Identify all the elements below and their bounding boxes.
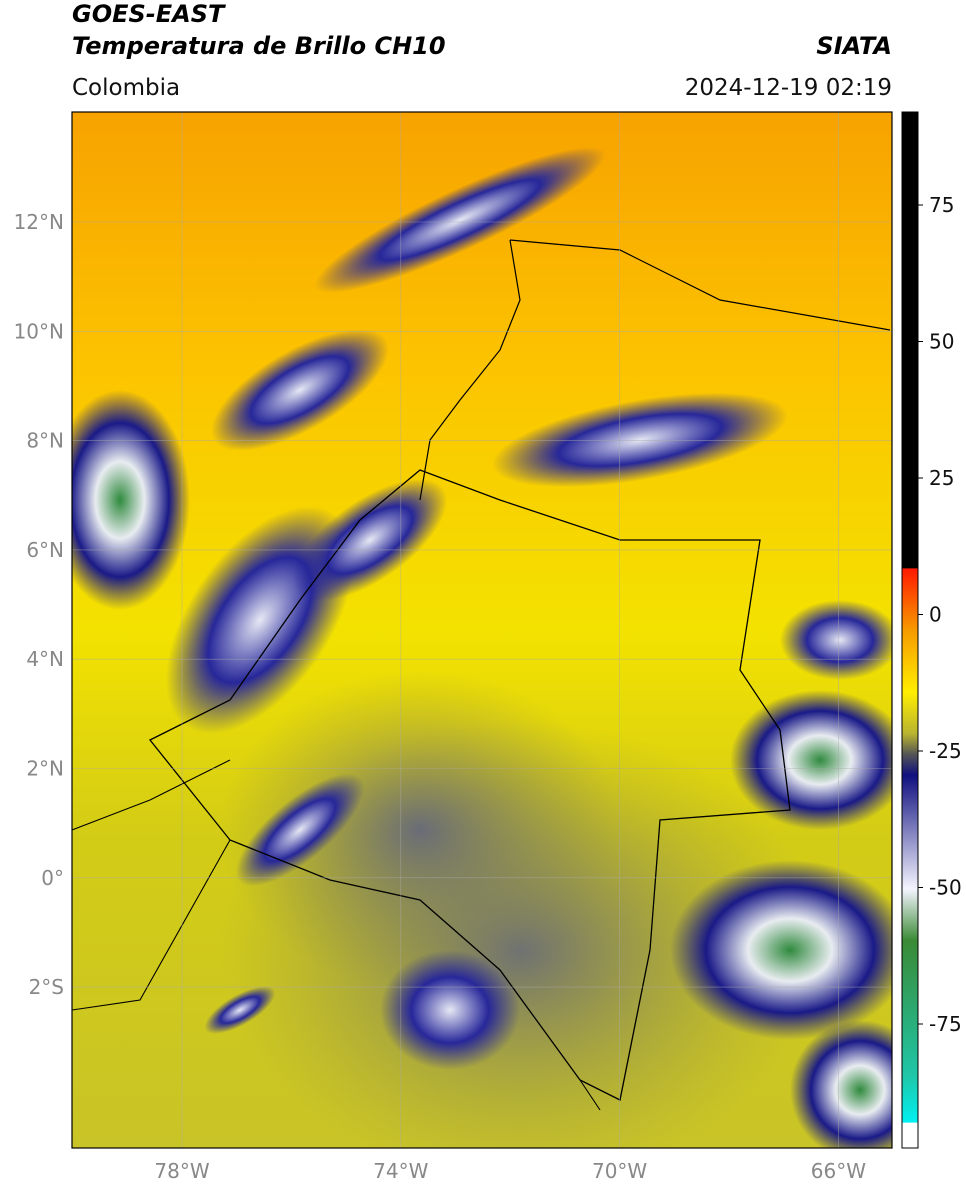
- colorbar-tick-label: -75: [929, 1012, 962, 1036]
- lat-tick-label: 6°N: [26, 538, 64, 562]
- lon-tick-label: 70°W: [592, 1159, 647, 1183]
- colorbar-tick-label: 50: [929, 330, 954, 354]
- lat-tick-label: 8°N: [26, 429, 64, 453]
- satellite-image: [72, 112, 892, 1148]
- lat-tick-label: 12°N: [14, 210, 64, 234]
- title: GOES-EAST: [72, 0, 226, 28]
- source: SIATA: [816, 32, 892, 60]
- map-frame: [71, 111, 893, 1149]
- region: Colombia: [72, 75, 180, 101]
- colorbar-tick-label: -50: [929, 876, 962, 900]
- lat-tick-label: 2°N: [26, 757, 64, 781]
- lon-tick-label: 78°W: [154, 1159, 209, 1183]
- lat-tick-label: 10°N: [14, 319, 64, 343]
- colorbar-tick-label: 75: [929, 193, 954, 217]
- colorbar-tick-label: 25: [929, 466, 954, 490]
- colorbar-tick-label: -25: [929, 739, 962, 763]
- lon-tick-label: 66°W: [811, 1159, 866, 1183]
- datetime: 2024-12-19 02:19: [685, 75, 892, 101]
- graticule: [72, 112, 892, 1148]
- subtitle: Temperatura de Brillo CH10: [72, 32, 446, 60]
- colorbar-tick-label: 0: [929, 603, 942, 627]
- tick-labels: 78°W 74°W 70°W 66°W 12°N 10°N 8°N 6°N 4°N 2°N 0° 2°…: [14, 193, 962, 1183]
- lat-tick-label: 0°: [41, 866, 64, 890]
- lat-tick-label: 4°N: [26, 647, 64, 671]
- lat-tick-label: 2°S: [29, 975, 64, 999]
- colorbar: [901, 111, 919, 1149]
- lon-tick-label: 74°W: [373, 1159, 428, 1183]
